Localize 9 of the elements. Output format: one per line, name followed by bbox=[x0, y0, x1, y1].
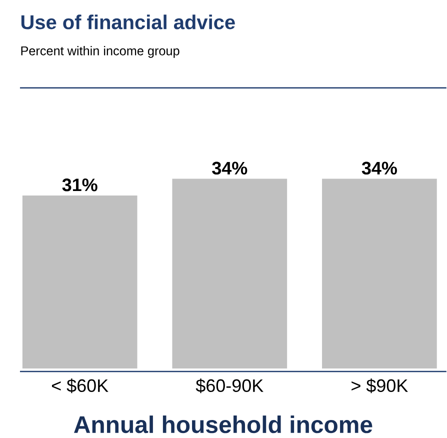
data-label: 31% bbox=[62, 178, 98, 192]
chart-subtitle: Percent within income group bbox=[21, 46, 180, 58]
data-label: 34% bbox=[362, 162, 397, 175]
x-axis-title: Annual household income bbox=[74, 416, 372, 434]
data-label: 34% bbox=[212, 162, 248, 175]
x-tick-label: $60-90K bbox=[196, 378, 264, 394]
x-tick-label: > $90K bbox=[352, 378, 408, 394]
chart-title: Use of financial advice bbox=[21, 14, 235, 30]
x-tick-label: < $60K bbox=[52, 378, 108, 394]
